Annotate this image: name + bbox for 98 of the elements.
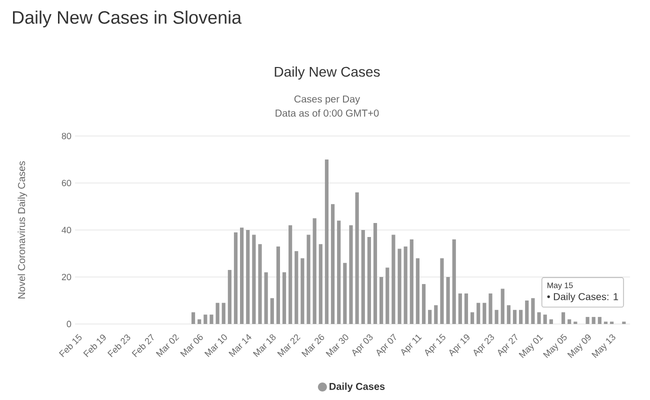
bar	[355, 192, 359, 324]
bar	[549, 319, 553, 324]
bar	[476, 302, 480, 324]
bar	[470, 312, 474, 324]
bar	[246, 230, 250, 324]
bar	[300, 258, 304, 324]
x-tick-label: Feb 15	[58, 334, 82, 358]
bar	[519, 310, 523, 324]
bar	[398, 248, 402, 324]
bar	[592, 316, 596, 324]
x-tick-label: Mar 30	[326, 334, 348, 357]
bar	[404, 246, 408, 324]
x-tick-label: Feb 27	[132, 334, 154, 358]
x-tick-label: Mar 18	[252, 334, 276, 357]
bar	[373, 222, 378, 324]
bar	[500, 288, 504, 324]
bar	[410, 239, 414, 324]
bar	[386, 268, 390, 324]
bar	[270, 298, 274, 324]
chart-subtitle: Daily New Cases	[274, 66, 380, 80]
bar	[258, 244, 262, 324]
bar	[228, 270, 232, 324]
x-tick-label: Mar 14	[228, 334, 252, 357]
bar	[598, 316, 602, 324]
y-tick-label: 0	[66, 320, 72, 328]
bar	[324, 160, 329, 324]
bar	[276, 246, 280, 324]
annotation: May 15	[548, 282, 573, 290]
bar	[222, 302, 226, 324]
y-axis-title: Novel Coronavirus Daily Cases	[18, 161, 28, 298]
bar	[452, 239, 456, 324]
bar	[191, 312, 196, 324]
bar	[312, 218, 316, 324]
x-tick-label: Feb 19	[83, 334, 106, 358]
bar	[537, 312, 541, 324]
bar	[349, 225, 353, 324]
bar	[416, 258, 420, 324]
bar	[198, 319, 202, 324]
bar	[543, 314, 547, 324]
y-tick-label: 60	[62, 180, 72, 186]
bar	[288, 225, 292, 324]
bar	[586, 316, 590, 324]
bar	[568, 319, 572, 324]
bar	[506, 305, 510, 324]
bar	[361, 230, 365, 324]
x-tick-label: Apr 07	[376, 334, 396, 356]
bar	[204, 314, 208, 324]
bar	[210, 314, 214, 324]
x-tick-label: Apr 27	[498, 334, 518, 356]
y-tick-label: 80	[62, 132, 72, 140]
bar	[234, 232, 238, 324]
x-tick-label: Apr 11	[401, 334, 422, 356]
x-tick-label: Mar 02	[156, 334, 180, 357]
bar	[294, 251, 298, 324]
text: Data as of 0:00 GMT+0	[276, 109, 379, 117]
x-tick-label: Mar 26	[301, 334, 324, 357]
y-tick-label: 20	[62, 274, 72, 280]
legend-label: Daily Cases	[330, 382, 385, 392]
bar	[464, 293, 468, 324]
bar	[422, 284, 426, 324]
bar	[446, 277, 450, 324]
bar	[252, 234, 256, 324]
x-tick-label: Mar 06	[180, 334, 203, 357]
bar	[525, 300, 529, 324]
bar	[216, 302, 220, 324]
bar	[458, 293, 462, 324]
x-tick-label: Feb 23	[108, 334, 130, 358]
x-tick-label: Apr 19	[449, 334, 470, 356]
x-tick-label: Apr 03	[352, 334, 373, 356]
y-tick-label: 40	[62, 226, 72, 234]
bar	[428, 310, 432, 324]
bar	[494, 310, 498, 324]
bar	[337, 220, 341, 324]
x-tick-label: Apr 15	[425, 334, 446, 356]
bar	[380, 277, 384, 324]
bar	[440, 258, 444, 324]
bar	[512, 310, 517, 324]
annotation: • Daily Cases: 1	[547, 292, 618, 302]
bar	[561, 312, 566, 324]
chart-title: Daily New Cases in Slovenia	[13, 10, 242, 28]
bar	[240, 228, 244, 324]
bar	[531, 298, 535, 324]
bar	[392, 234, 396, 324]
x-tick-label: May 13	[592, 334, 616, 358]
bar	[282, 272, 286, 324]
text: Cases per Day	[294, 95, 360, 105]
bar	[318, 244, 322, 324]
bar	[343, 262, 347, 324]
bar	[488, 293, 492, 324]
bar	[482, 302, 486, 324]
bar	[306, 234, 310, 324]
bar	[434, 305, 438, 324]
bar	[367, 237, 371, 324]
x-tick-label: Mar 22	[277, 334, 301, 357]
bar	[330, 204, 335, 324]
bar	[264, 272, 268, 324]
x-tick-label: Mar 10	[204, 334, 227, 357]
x-tick-label: Apr 23	[474, 334, 494, 356]
